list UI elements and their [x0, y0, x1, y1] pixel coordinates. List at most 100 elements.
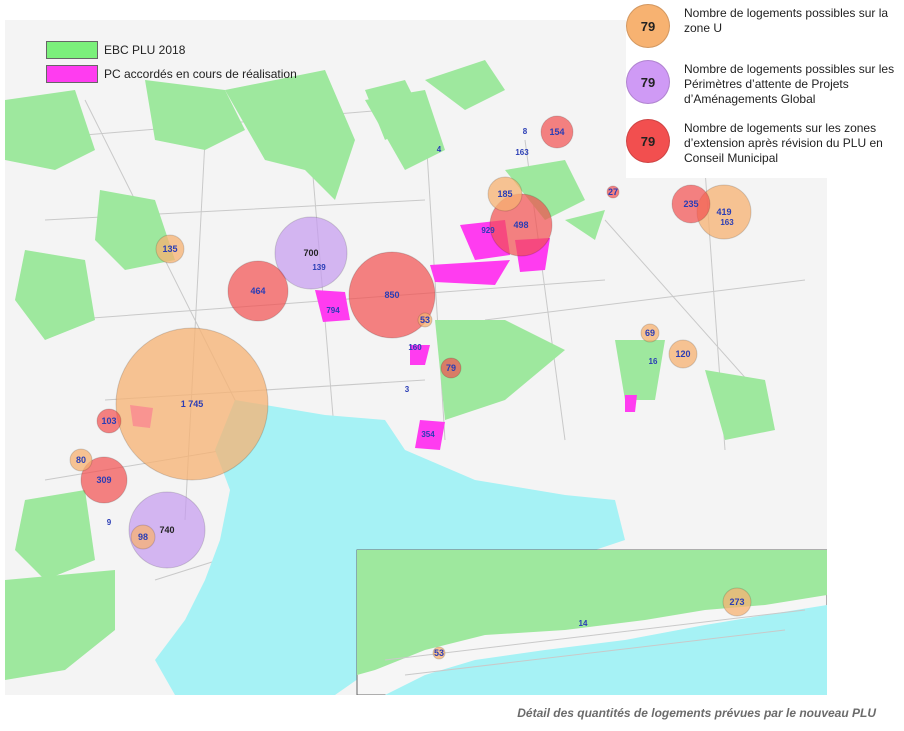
inset-streets — [384, 609, 806, 676]
bubble-value-label: 1 745 — [181, 399, 204, 409]
small-label: 163 — [720, 218, 734, 227]
bubble-circle — [155, 234, 185, 264]
inset-bubble-53: 53 — [432, 646, 446, 660]
bubble-value-label: 120 — [675, 349, 690, 359]
bubble-circle — [130, 524, 156, 550]
inset-bubbles: 273 53 — [432, 587, 752, 660]
bubble-circle — [640, 323, 660, 343]
bubble-value-label: 69 — [645, 328, 655, 338]
bubble-850: 850 — [348, 251, 436, 339]
bubble-value-label: 850 — [384, 290, 399, 300]
bubble-464: 464 — [227, 260, 289, 322]
legend-zone-u-value: 79 — [640, 18, 656, 34]
bubble-120: 120 — [668, 339, 698, 369]
legend-ebc-label: EBC PLU 2018 — [104, 43, 186, 57]
bubble-value-label: 103 — [101, 416, 116, 426]
bubble-circle — [487, 176, 523, 212]
inset-map — [356, 549, 827, 695]
legend-item-zone-u: 79 Nombre de logements possibles sur la … — [626, 4, 904, 48]
small-label: 9 — [107, 518, 112, 527]
bubble-circle — [274, 216, 348, 290]
bubble-circle — [606, 185, 620, 199]
bubble-value-label: 53 — [420, 315, 430, 325]
bubble-309: 309 — [80, 456, 128, 504]
bubble-value-label: 154 — [549, 127, 564, 137]
legend-circle-papag: 79 — [626, 60, 670, 104]
bubble-circle — [96, 408, 122, 434]
bubble-value-label: 27 — [608, 187, 618, 197]
bubble-circle — [80, 456, 128, 504]
bubble-235: 235 — [671, 184, 711, 224]
bubble-154: 154 — [540, 115, 574, 149]
legend-top-left: EBC PLU 2018 PC accordés en cours de réa… — [46, 40, 297, 88]
bubble-circle — [540, 115, 574, 149]
legend-papag-value: 79 — [640, 74, 656, 90]
bubble-value-label: 740 — [159, 525, 174, 535]
legend-pc-label: PC accordés en cours de réalisation — [104, 67, 297, 81]
bubble-circle — [417, 312, 433, 328]
small-label: 160 — [408, 343, 422, 352]
bubble-value-label: 309 — [96, 475, 111, 485]
bubble-circle — [432, 646, 446, 660]
bubble-circle — [668, 339, 698, 369]
bubble-69: 69 — [640, 323, 660, 343]
bubble-circle — [128, 491, 206, 569]
legend-zone-u-label: Nombre de logements possibles sur la zon… — [684, 6, 889, 35]
legend-item-extension: 79 Nombre de logements sur les zones d’e… — [626, 119, 904, 166]
legend-item-papag: 79 Nombre de logements possibles sur les… — [626, 60, 904, 107]
small-label: 3 — [405, 385, 410, 394]
legend-extension-label: Nombre de logements sur les zones d’exte… — [684, 121, 883, 165]
bubble-circle — [115, 327, 269, 481]
bubble-80: 80 — [69, 448, 93, 472]
legend-circle-zone-u: 79 — [626, 4, 670, 48]
small-label: 8 — [523, 127, 528, 136]
bubble-value-label: 419 — [716, 207, 731, 217]
green-areas — [5, 60, 775, 680]
legend-right: 79 Nombre de logements possibles sur la … — [626, 4, 904, 178]
small-label: 354 — [421, 430, 435, 439]
inset-sea — [385, 605, 827, 695]
small-label: 16 — [649, 357, 658, 366]
small-label: 139 — [312, 263, 326, 272]
small-label: 794 — [326, 306, 340, 315]
bubble-circle — [348, 251, 436, 339]
bubble-value-label: 235 — [683, 199, 698, 209]
ebc-swatch — [46, 41, 98, 59]
bubble-value-label: 185 — [497, 189, 512, 199]
bubble-1745: 1 745 — [115, 327, 269, 481]
legend-papag-label: Nombre de logements possibles sur les Pé… — [684, 62, 895, 106]
bubble-103: 103 — [96, 408, 122, 434]
small-numeric-labels: 929 794 354 163 139 160 163 4 8 3 9 16 14 — [107, 127, 734, 628]
pc-swatch — [46, 65, 98, 83]
bubble-419: 419 — [696, 184, 752, 240]
bubble-value-label: 135 — [162, 244, 177, 254]
bubble-value-label: 79 — [446, 363, 456, 373]
small-label: 14 — [579, 619, 588, 628]
bubble-185: 185 — [487, 176, 523, 212]
bubble-value-label: 498 — [513, 220, 528, 230]
small-label: 4 — [437, 145, 442, 154]
legend-circle-extension: 79 — [626, 119, 670, 163]
bubble-value-label: 700 — [303, 248, 318, 258]
bubble-value-label: 53 — [434, 648, 444, 658]
bubble-79: 79 — [440, 357, 462, 379]
bubble-circle — [227, 260, 289, 322]
bubble-value-label: 98 — [138, 532, 148, 542]
inset-green — [357, 550, 827, 675]
bubble-value-label: 464 — [250, 286, 265, 296]
map-caption: Détail des quantités de logements prévue… — [517, 706, 876, 720]
small-label: 163 — [515, 148, 529, 157]
bubble-value-label: 80 — [76, 455, 86, 465]
bubble-700: 700 — [274, 216, 348, 290]
bubble-740: 740 — [128, 491, 206, 569]
bubble-27: 27 — [606, 185, 620, 199]
small-label: 929 — [481, 226, 495, 235]
legend-extension-value: 79 — [640, 133, 656, 149]
bubble-circle — [69, 448, 93, 472]
bubble-circle — [722, 587, 752, 617]
bubble-circle — [440, 357, 462, 379]
legend-item-pc: PC accordés en cours de réalisation — [46, 64, 297, 84]
legend-item-ebc: EBC PLU 2018 — [46, 40, 297, 60]
housing-bubbles: 1 74585070074049846441930923518515413512… — [69, 115, 752, 569]
bubble-53: 53 — [417, 312, 433, 328]
